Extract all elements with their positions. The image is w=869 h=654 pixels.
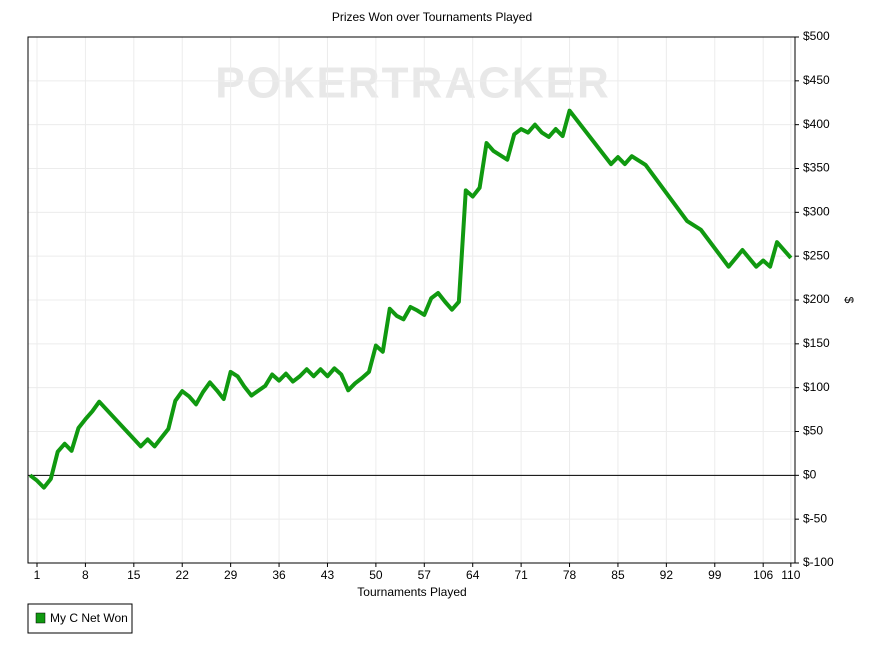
y-tick-label: $0 <box>803 468 817 482</box>
x-tick-label: 99 <box>708 568 722 582</box>
x-tick-label: 15 <box>127 568 141 582</box>
y-tick-label: $50 <box>803 424 823 438</box>
x-tick-label: 71 <box>514 568 528 582</box>
x-tick-label: 36 <box>272 568 286 582</box>
x-tick-label: 110 <box>781 568 800 582</box>
x-axis-label: Tournaments Played <box>357 585 466 599</box>
x-tick-label: 29 <box>224 568 238 582</box>
x-tick-label: 92 <box>660 568 674 582</box>
y-axis-label: $ <box>842 297 856 304</box>
x-tick-label: 22 <box>176 568 190 582</box>
x-tick-label: 64 <box>466 568 480 582</box>
data-line <box>28 108 793 490</box>
plot-frame <box>27 36 796 564</box>
y-tick-label: $200 <box>803 292 830 306</box>
y-tick-label: $500 <box>803 29 830 43</box>
y-tick-label: $150 <box>803 336 830 350</box>
x-tick-label: 50 <box>369 568 383 582</box>
chart-title: Prizes Won over Tournaments Played <box>332 10 532 24</box>
legend-label: My C Net Won <box>50 611 128 625</box>
y-tick-label: $350 <box>803 161 830 175</box>
x-tick-label: 85 <box>611 568 625 582</box>
y-tick-label: $400 <box>803 117 830 131</box>
y-tick-label: $300 <box>803 205 830 219</box>
x-tick-label: 8 <box>82 568 89 582</box>
x-tick-label: 106 <box>753 568 773 582</box>
x-tick-label: 1 <box>34 568 41 582</box>
legend-box <box>27 603 133 634</box>
y-tick-label: $250 <box>803 248 830 262</box>
y-tick-label: $100 <box>803 380 830 394</box>
y-tick-label: $-100 <box>803 555 834 569</box>
x-tick-label: 78 <box>563 568 577 582</box>
legend-swatch <box>35 612 46 624</box>
x-tick-label: 57 <box>418 568 432 582</box>
x-tick-label: 43 <box>321 568 335 582</box>
watermark: POKERTRACKER <box>215 59 611 108</box>
y-tick-label: $-50 <box>803 511 827 525</box>
y-tick-label: $450 <box>803 73 830 87</box>
